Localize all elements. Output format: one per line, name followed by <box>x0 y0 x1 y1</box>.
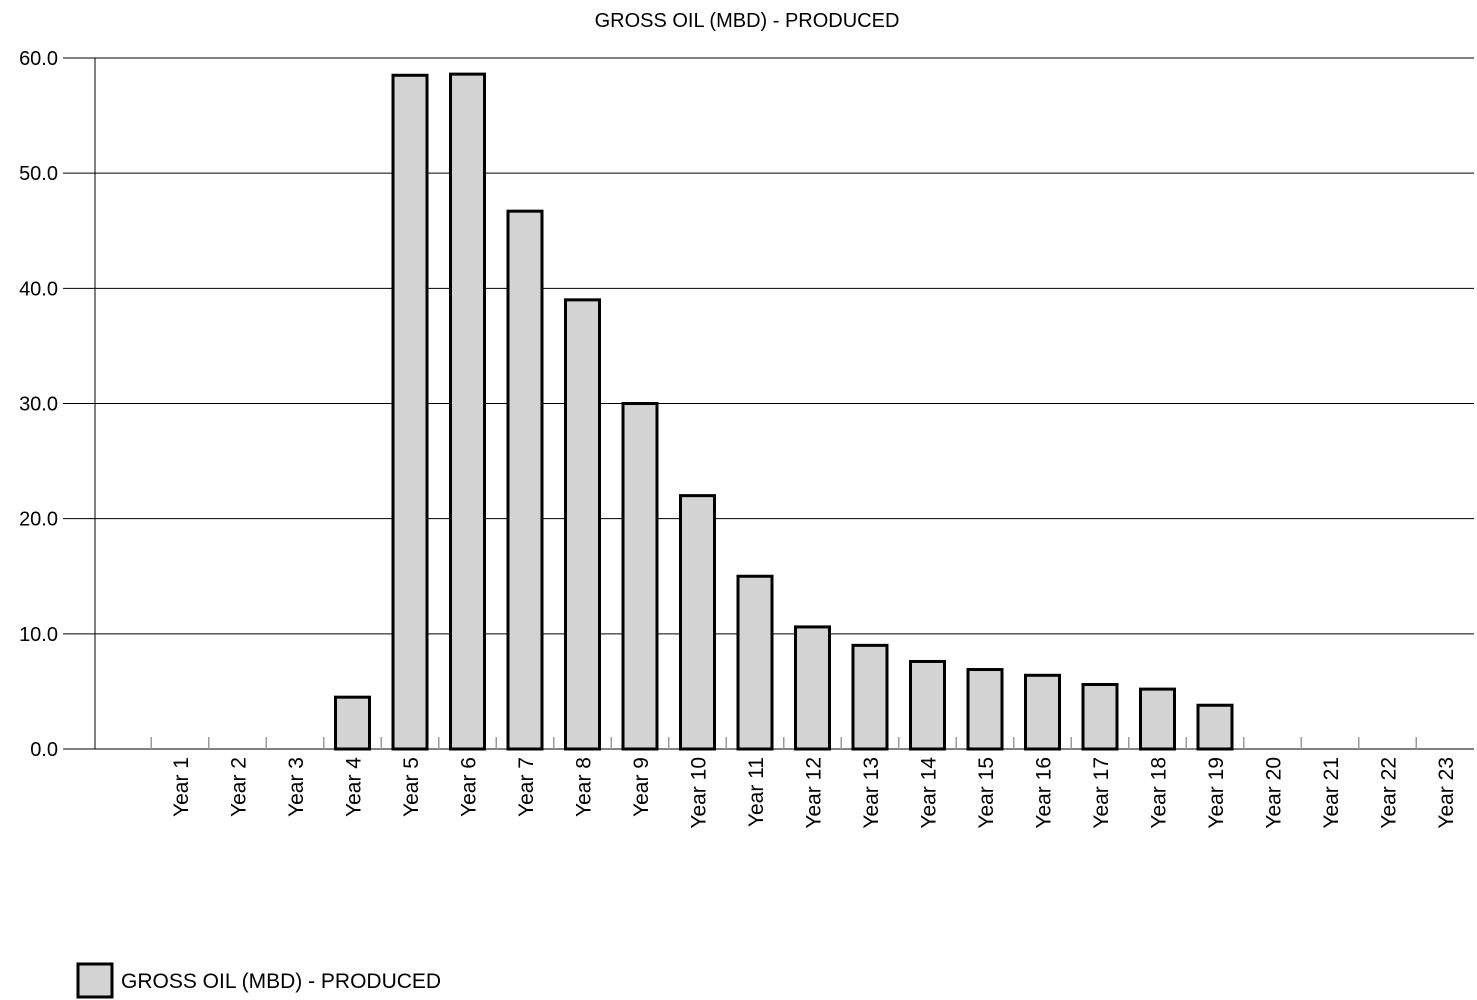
bar <box>449 72 486 751</box>
x-tick-label: Year 17 <box>1090 757 1113 829</box>
bars <box>334 72 1234 751</box>
x-tick-label: Year 15 <box>975 757 998 829</box>
bar <box>334 695 371 751</box>
x-tick-label: Year 6 <box>458 757 481 817</box>
bar <box>679 494 716 751</box>
x-tick-label: Year 9 <box>630 757 653 817</box>
x-tick-label: Year 3 <box>285 757 308 817</box>
x-tick-label: Year 19 <box>1205 757 1228 829</box>
x-tick-label: Year 1 <box>170 757 193 817</box>
bar <box>851 643 889 751</box>
y-axis: 0.0 10.0 20.0 30.0 40.0 50.0 60.0 <box>19 48 58 761</box>
x-tick-label: Year 22 <box>1378 757 1401 829</box>
x-tick-label: Year 7 <box>515 757 538 817</box>
bar <box>506 209 544 751</box>
bar <box>391 73 429 751</box>
y-tick-label: 60.0 <box>19 48 58 70</box>
y-tick-label: 10.0 <box>19 624 58 646</box>
bar <box>966 668 1004 751</box>
bar <box>1196 703 1234 751</box>
y-tick-label: 0.0 <box>30 739 58 761</box>
x-tick-label: Year 11 <box>745 757 768 827</box>
x-tick-label: Year 14 <box>918 757 941 829</box>
bar <box>621 402 659 751</box>
x-axis: Year 1 Year 2 Year 3 Year 4 Year 5 Year 6 Year… <box>170 757 1458 829</box>
x-tick-label: Year 23 <box>1435 757 1458 829</box>
x-tick-label: Year 13 <box>860 757 883 829</box>
x-tick-label: Year 2 <box>228 757 251 817</box>
x-tick-label: Year 12 <box>803 757 826 829</box>
bar <box>564 298 601 751</box>
x-tick-label: Year 5 <box>400 757 423 817</box>
y-tick-label: 50.0 <box>19 163 58 185</box>
grid <box>63 57 1474 750</box>
y-tick-label: 20.0 <box>19 509 58 531</box>
x-tick-label: Year 20 <box>1263 757 1286 829</box>
y-tick-label: 30.0 <box>19 394 58 416</box>
bar <box>1081 683 1119 751</box>
x-tick-label: Year 18 <box>1148 757 1171 829</box>
x-tick-label: Year 10 <box>688 757 711 829</box>
bar <box>794 625 831 751</box>
y-tick-label: 40.0 <box>19 278 58 300</box>
chart-title: GROSS OIL (MBD) - PRODUCED <box>595 10 900 32</box>
legend-swatch <box>76 962 114 999</box>
legend: GROSS OIL (MBD) - PRODUCED <box>76 962 441 999</box>
x-tick-label: Year 8 <box>573 757 596 817</box>
legend-label: GROSS OIL (MBD) - PRODUCED <box>121 970 441 993</box>
bar <box>909 659 946 751</box>
bar <box>736 574 774 751</box>
x-tick-label: Year 4 <box>343 757 366 817</box>
bar <box>1139 687 1176 751</box>
x-tick-label: Year 21 <box>1320 757 1343 829</box>
x-tick-label: Year 16 <box>1033 757 1056 829</box>
bar <box>1024 673 1061 751</box>
